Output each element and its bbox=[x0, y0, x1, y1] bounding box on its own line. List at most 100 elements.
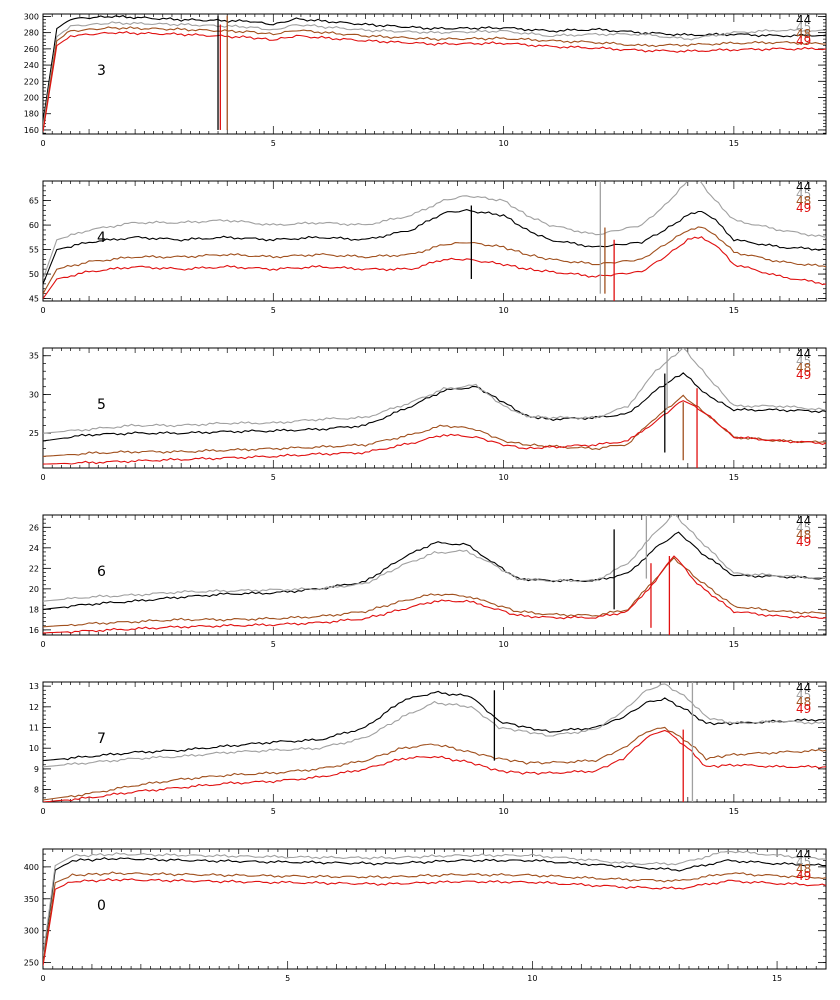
y-tick-label: 8 bbox=[34, 786, 39, 795]
series-line-48 bbox=[43, 26, 826, 130]
legend-label-44: 44 bbox=[796, 681, 811, 695]
x-tick-label: 15 bbox=[729, 139, 739, 148]
y-tick-label: 10 bbox=[29, 744, 39, 753]
legend-label-48: 48 bbox=[796, 695, 811, 709]
x-tick-label: 10 bbox=[498, 306, 508, 315]
legend-label-45: 45 bbox=[796, 855, 811, 869]
x-tick-label: 5 bbox=[271, 473, 276, 482]
x-tick-label: 5 bbox=[271, 640, 276, 649]
y-tick-label: 250 bbox=[24, 959, 39, 968]
y-tick-label: 180 bbox=[24, 110, 39, 119]
series-line-48 bbox=[43, 226, 826, 294]
x-tick-label: 5 bbox=[271, 306, 276, 315]
legend-label-48: 48 bbox=[796, 194, 811, 208]
y-tick-label: 20 bbox=[29, 585, 39, 594]
y-tick-label: 18 bbox=[29, 605, 39, 614]
series-line-49 bbox=[43, 236, 826, 299]
panel-number-label: 0 bbox=[97, 898, 106, 914]
panel-number-label: 4 bbox=[97, 230, 106, 246]
series-line-49 bbox=[43, 555, 826, 634]
y-tick-label: 55 bbox=[29, 246, 39, 255]
plot-frame bbox=[42, 347, 827, 469]
x-tick-label: 15 bbox=[729, 473, 739, 482]
y-tick-label: 9 bbox=[34, 765, 39, 774]
series-line-45 bbox=[43, 850, 826, 957]
series-group bbox=[43, 850, 826, 966]
legend-label-49: 49 bbox=[796, 702, 811, 716]
y-tick-label: 24 bbox=[29, 544, 39, 553]
y-tick-label: 260 bbox=[24, 45, 39, 54]
y-tick-label: 45 bbox=[29, 295, 39, 304]
x-tick-label: 0 bbox=[40, 139, 45, 148]
plot-frame bbox=[42, 681, 827, 803]
legend-label-44: 44 bbox=[796, 514, 811, 528]
x-tick-label: 0 bbox=[40, 807, 45, 816]
x-tick-label: 5 bbox=[271, 807, 276, 816]
series-group bbox=[43, 515, 826, 635]
series-group bbox=[43, 14, 826, 132]
series-line-44 bbox=[43, 690, 826, 762]
series-line-48 bbox=[43, 394, 826, 457]
legend-label-44: 44 bbox=[796, 180, 811, 194]
x-tick-label: 10 bbox=[498, 473, 508, 482]
legend-label-49: 49 bbox=[796, 201, 811, 215]
y-tick-label: 300 bbox=[24, 12, 39, 21]
y-tick-label: 11 bbox=[29, 724, 39, 733]
series-line-49 bbox=[43, 729, 826, 802]
x-tick-label: 5 bbox=[271, 139, 276, 148]
legend-label-45: 45 bbox=[796, 688, 811, 702]
y-tick-label: 160 bbox=[24, 126, 39, 135]
x-tick-label: 15 bbox=[772, 974, 782, 983]
x-tick-label: 10 bbox=[498, 640, 508, 649]
plot-frame bbox=[42, 848, 827, 970]
x-tick-label: 5 bbox=[285, 974, 290, 983]
y-tick-label: 350 bbox=[24, 895, 39, 904]
x-tick-label: 0 bbox=[40, 473, 45, 482]
series-line-45 bbox=[43, 515, 826, 602]
series-line-45 bbox=[43, 348, 826, 434]
series-line-44 bbox=[43, 14, 826, 122]
series-line-45 bbox=[43, 21, 826, 126]
legend-label-44: 44 bbox=[796, 13, 811, 27]
legend-label-49: 49 bbox=[796, 869, 811, 883]
y-tick-label: 300 bbox=[24, 927, 39, 936]
legend-label-44: 44 bbox=[796, 347, 811, 361]
y-tick-label: 26 bbox=[29, 523, 39, 532]
series-group bbox=[43, 348, 826, 468]
x-tick-label: 15 bbox=[729, 807, 739, 816]
y-tick-label: 30 bbox=[29, 390, 39, 399]
y-tick-label: 60 bbox=[29, 221, 39, 230]
plot-frame bbox=[42, 514, 827, 636]
legend-label-49: 49 bbox=[796, 34, 811, 48]
x-tick-label: 15 bbox=[729, 640, 739, 649]
x-tick-label: 0 bbox=[40, 640, 45, 649]
y-tick-label: 25 bbox=[29, 429, 39, 438]
panel-number-label: 7 bbox=[97, 731, 106, 747]
x-tick-label: 15 bbox=[729, 306, 739, 315]
panel-number-label: 6 bbox=[97, 564, 106, 580]
series-line-45 bbox=[43, 181, 826, 280]
legend-label-45: 45 bbox=[796, 20, 811, 34]
x-tick-label: 0 bbox=[40, 974, 45, 983]
legend-label-45: 45 bbox=[796, 521, 811, 535]
plot-frame bbox=[42, 180, 827, 302]
legend-label-48: 48 bbox=[796, 862, 811, 876]
legend-label-48: 48 bbox=[796, 361, 811, 375]
x-tick-label: 10 bbox=[498, 139, 508, 148]
y-tick-label: 35 bbox=[29, 352, 39, 361]
x-tick-label: 0 bbox=[40, 306, 45, 315]
series-group bbox=[43, 682, 826, 802]
y-tick-label: 200 bbox=[24, 94, 39, 103]
y-tick-label: 220 bbox=[24, 77, 39, 86]
y-tick-label: 12 bbox=[29, 703, 39, 712]
x-tick-label: 10 bbox=[527, 974, 537, 983]
series-line-48 bbox=[43, 726, 826, 801]
y-tick-label: 240 bbox=[24, 61, 39, 70]
series-line-44 bbox=[43, 857, 826, 960]
legend-label-48: 48 bbox=[796, 27, 811, 41]
